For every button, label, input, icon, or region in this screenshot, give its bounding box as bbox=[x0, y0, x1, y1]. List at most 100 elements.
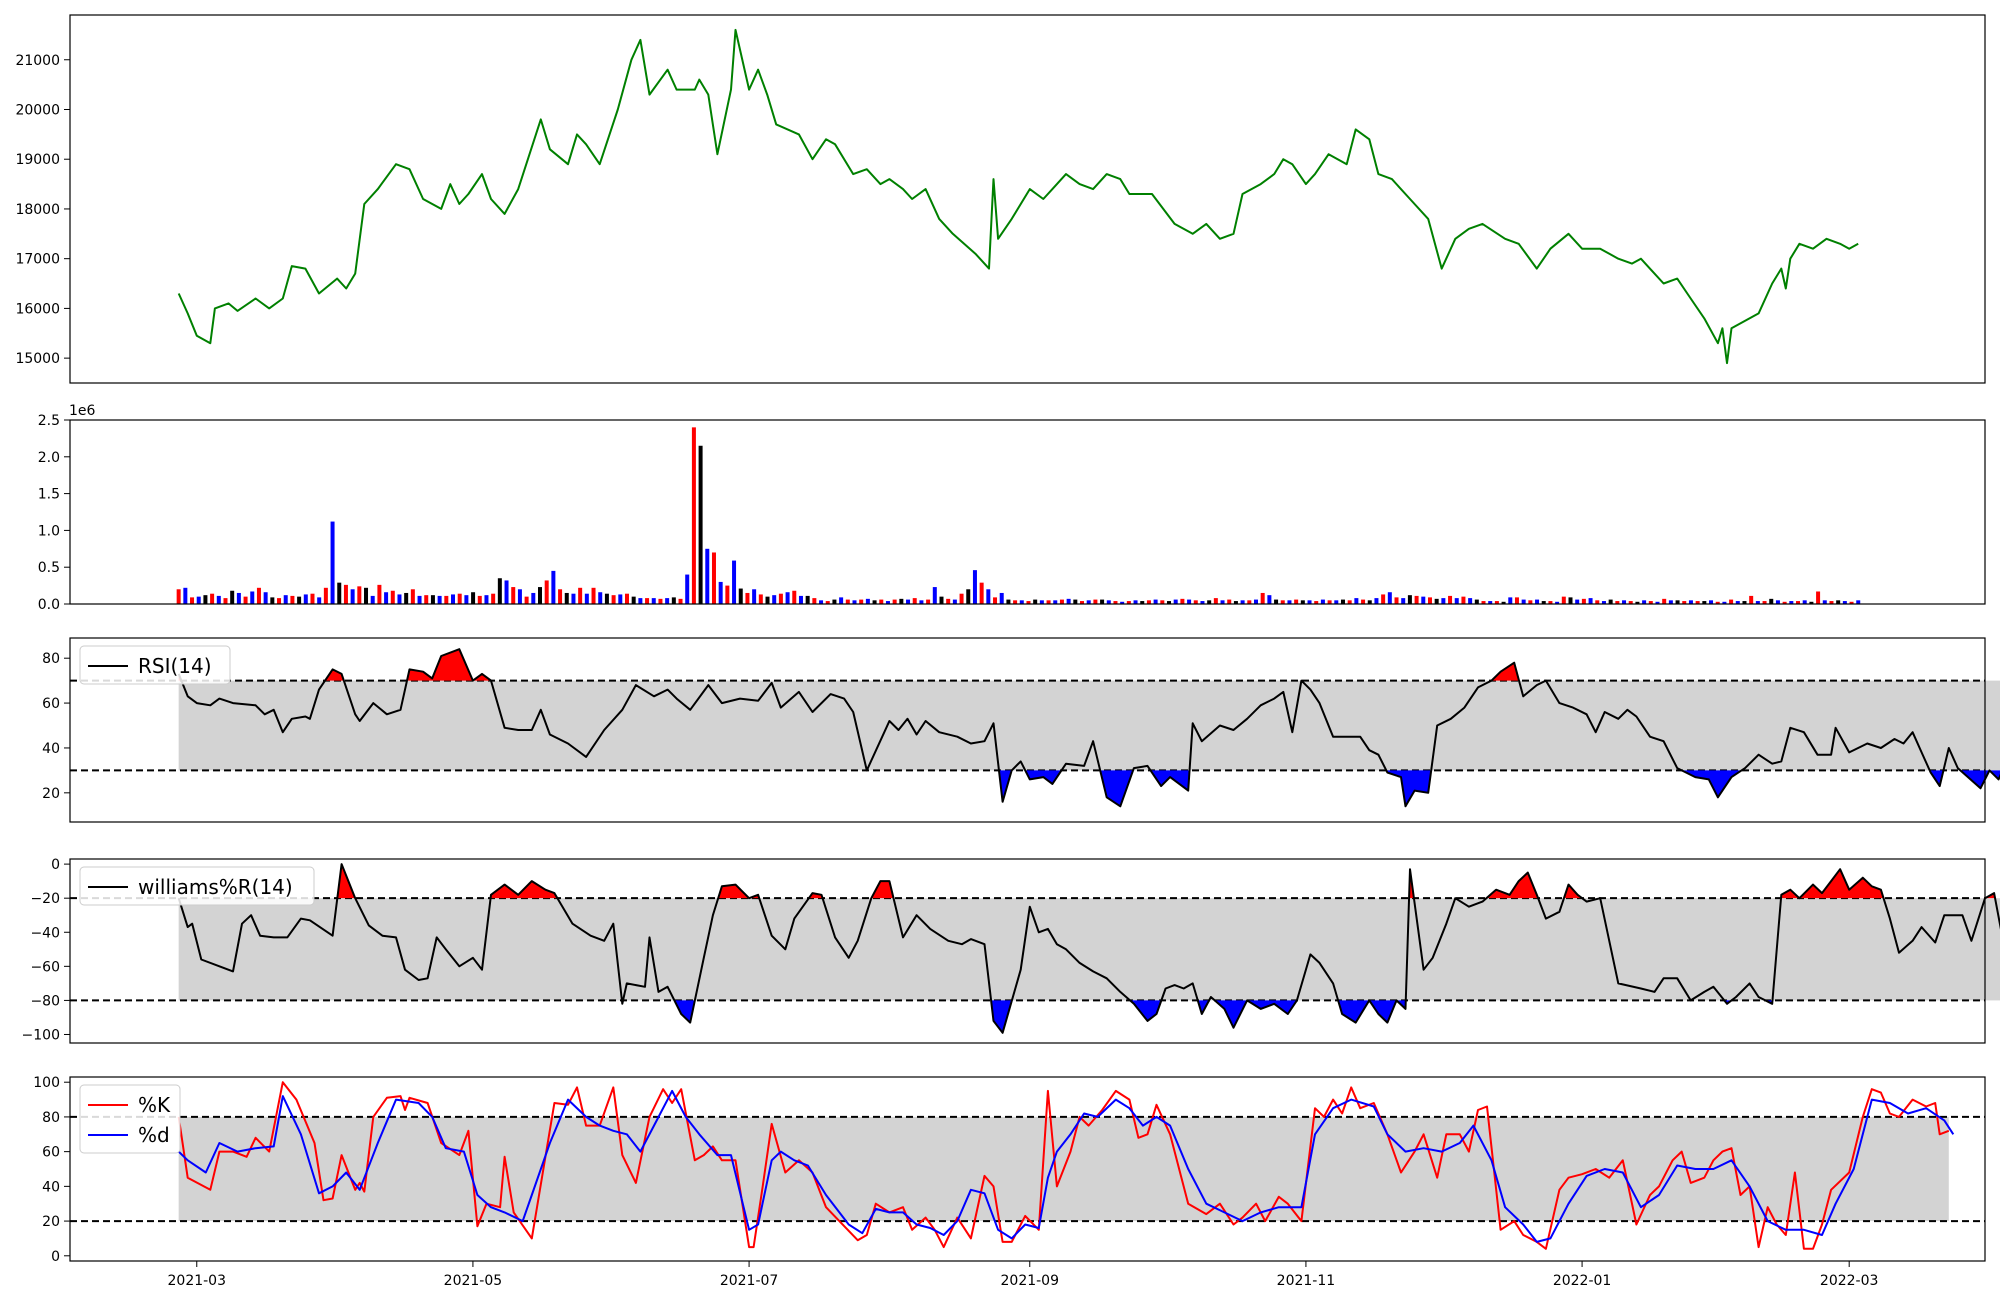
volume-bar bbox=[1722, 601, 1727, 604]
xtick-label: 2021-09 bbox=[1001, 1273, 1060, 1289]
volume-bar bbox=[1307, 600, 1312, 604]
volume-bar bbox=[1535, 599, 1540, 604]
volume-bar bbox=[1856, 600, 1861, 604]
volume-bar bbox=[631, 596, 636, 604]
rsi-series-line-1 bbox=[177, 648, 2000, 808]
volume-bar bbox=[906, 599, 911, 604]
volume-bar bbox=[1575, 599, 1580, 604]
volume-bar bbox=[819, 600, 824, 604]
volume-bar bbox=[812, 598, 817, 604]
williams-ytick-label: −80 bbox=[30, 993, 60, 1009]
volume-bar bbox=[638, 598, 643, 604]
williams-overbought-fill bbox=[871, 881, 894, 899]
volume-bar bbox=[477, 595, 482, 604]
volume-bar bbox=[390, 590, 395, 604]
volume-bar bbox=[671, 597, 676, 604]
xtick-label: 2021-07 bbox=[720, 1273, 779, 1289]
rsi-ytick-label: 80 bbox=[42, 651, 60, 667]
volume-bar bbox=[839, 597, 844, 604]
volume-bar bbox=[1361, 599, 1366, 604]
volume-bar bbox=[1561, 596, 1566, 604]
volume-bar bbox=[859, 599, 864, 604]
volume-bar bbox=[1468, 598, 1473, 604]
volume-bar bbox=[879, 599, 884, 604]
rsi-oversold-fill bbox=[1150, 770, 1190, 791]
xtick-label: 2021-05 bbox=[444, 1273, 503, 1289]
volume-bar bbox=[691, 427, 696, 604]
volume-bar bbox=[1080, 601, 1085, 604]
volume-bar bbox=[1662, 598, 1667, 604]
volume-bar bbox=[1474, 599, 1479, 604]
volume-bar bbox=[1274, 599, 1279, 604]
volume-bar bbox=[1608, 599, 1613, 604]
volume-bar bbox=[330, 521, 335, 604]
rsi-overbought-fill bbox=[472, 673, 492, 681]
volume-bar bbox=[1628, 601, 1633, 604]
volume-bar bbox=[464, 595, 469, 604]
volume-bar bbox=[230, 590, 235, 604]
volume-bar bbox=[658, 598, 663, 604]
volume-bar bbox=[283, 595, 288, 604]
volume-bar bbox=[1280, 600, 1285, 604]
volume-bar bbox=[732, 560, 737, 604]
volume-bar bbox=[277, 598, 282, 604]
williams-legend-box bbox=[79, 866, 315, 906]
volume-bar bbox=[1682, 601, 1687, 604]
stochastic-series-line-1 bbox=[177, 1081, 1950, 1250]
volume-bar bbox=[1327, 600, 1332, 604]
volume-ytick-label: 0.5 bbox=[38, 560, 60, 576]
volume-bar bbox=[798, 595, 803, 604]
volume-bar bbox=[1568, 597, 1573, 604]
volume-bar bbox=[1555, 601, 1560, 604]
volume-bar bbox=[604, 593, 609, 604]
volume-bar bbox=[1508, 597, 1513, 604]
volume-bar bbox=[236, 592, 241, 604]
volume-bar bbox=[1046, 600, 1051, 604]
volume-bar bbox=[1755, 601, 1760, 604]
volume-bar bbox=[370, 595, 375, 604]
volume-bar bbox=[1494, 601, 1499, 604]
price-ytick-label: 21000 bbox=[15, 53, 60, 69]
volume-bar bbox=[651, 598, 656, 604]
volume-bar bbox=[758, 594, 763, 604]
volume-bar bbox=[1461, 596, 1466, 604]
volume-bar bbox=[885, 601, 890, 604]
volume-bar bbox=[1742, 601, 1747, 604]
volume-bar bbox=[444, 595, 449, 604]
volume-bar bbox=[1173, 599, 1178, 604]
volume-bar bbox=[1702, 601, 1707, 604]
volume-bar bbox=[1675, 600, 1680, 604]
williams-ytick-label: −20 bbox=[30, 891, 60, 907]
williams-overbought-fill bbox=[1780, 889, 1800, 899]
volume-bar bbox=[1160, 600, 1165, 604]
volume-bar bbox=[1448, 595, 1453, 604]
volume-bar bbox=[1421, 596, 1426, 604]
volume-bar bbox=[337, 582, 342, 604]
volume-bar bbox=[1220, 600, 1225, 604]
volume-bar bbox=[745, 592, 750, 604]
volume-bar bbox=[1334, 600, 1339, 604]
volume-bar bbox=[504, 580, 509, 604]
stochastic-ytick-label: 20 bbox=[42, 1214, 60, 1230]
volume-bar bbox=[1374, 598, 1379, 604]
volume-bar bbox=[1514, 597, 1519, 604]
xtick-label: 2022-03 bbox=[1820, 1273, 1879, 1289]
volume-bar bbox=[417, 595, 422, 604]
rsi-legend-label: RSI(14) bbox=[138, 654, 212, 678]
volume-bar bbox=[1615, 601, 1620, 604]
volume-bar bbox=[1635, 601, 1640, 604]
volume-bar bbox=[210, 593, 215, 604]
volume-bar bbox=[1347, 600, 1352, 604]
rsi-ytick-label: 20 bbox=[42, 786, 60, 802]
volume-bar bbox=[1059, 599, 1064, 604]
volume-bar bbox=[511, 587, 516, 604]
volume-bar bbox=[665, 598, 670, 604]
volume-bar bbox=[1501, 601, 1506, 604]
stochastic-ytick-label: 0 bbox=[51, 1249, 60, 1265]
volume-bar bbox=[1842, 601, 1847, 604]
williams-overbought-fill bbox=[1799, 869, 1884, 899]
volume-bar bbox=[1796, 601, 1801, 604]
rsi-ytick-label: 40 bbox=[42, 741, 60, 757]
volume-bar bbox=[738, 588, 743, 604]
volume-bar bbox=[1488, 601, 1493, 604]
